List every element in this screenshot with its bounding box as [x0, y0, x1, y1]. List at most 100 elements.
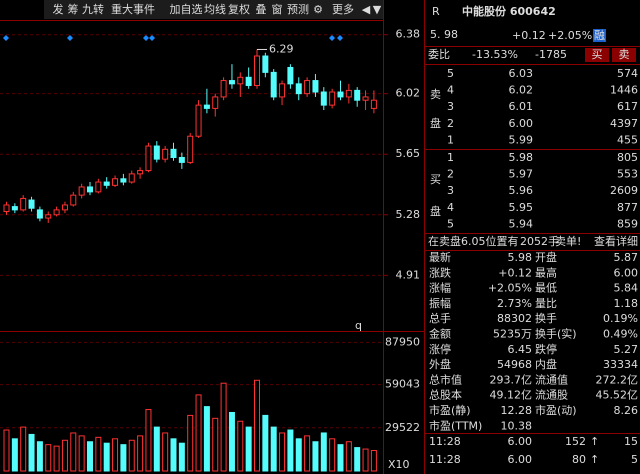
stat-label: 最高: [535, 265, 557, 279]
stat-label: 换手(实): [535, 327, 577, 341]
book-level: 4: [447, 84, 454, 97]
volume-bar: [103, 442, 110, 472]
candle-body: [170, 148, 177, 158]
book-side: 卖: [430, 88, 441, 101]
candle-body: [262, 55, 269, 73]
volume-bar: [370, 450, 377, 472]
weibi-label: 委比: [428, 48, 450, 61]
volume-bar: [212, 417, 219, 472]
stat-label: 换手: [535, 311, 557, 325]
candle-body: [87, 186, 93, 193]
stat-label: 外盘: [429, 357, 451, 371]
dropdown-icon[interactable]: ▼: [373, 3, 382, 16]
stat-label: 市盈(动): [535, 403, 577, 417]
candle-body: [337, 91, 344, 98]
stat-value: 6.00: [614, 266, 639, 279]
toolbar-button[interactable]: 复权: [228, 2, 250, 16]
stat-value: +0.12: [498, 266, 532, 279]
volume-bar: [45, 444, 52, 472]
volume-bar: [87, 441, 93, 472]
candle-body: [61, 204, 68, 211]
candle-body: [145, 145, 152, 172]
book-price: 5.98: [509, 151, 534, 164]
book-volume: 4397: [610, 117, 638, 130]
candle-body: [153, 145, 160, 160]
toolbar-button[interactable]: 更多: [332, 2, 354, 16]
stat-label: 市盈(TTM): [429, 418, 482, 432]
stat-label: 最低: [535, 282, 557, 295]
event-marker[interactable]: [329, 35, 335, 41]
toolbar-button[interactable]: 加自选: [170, 3, 203, 16]
volume-bar: [70, 432, 77, 472]
volume-bar: [354, 447, 361, 472]
book-level: 1: [447, 151, 454, 164]
candle-body: [120, 178, 127, 183]
buy-button[interactable]: 买: [592, 48, 603, 61]
sell-button-box[interactable]: [612, 48, 636, 62]
toolbar-button[interactable]: 叠: [256, 3, 267, 16]
prev-icon[interactable]: ◀: [362, 3, 371, 16]
candle-body: [362, 96, 369, 101]
book-price: 6.03: [509, 67, 534, 80]
candle-body: [279, 83, 286, 98]
event-marker[interactable]: [67, 35, 73, 41]
event-marker[interactable]: [143, 35, 149, 41]
stat-label: 量比: [535, 297, 557, 310]
toolbar-button[interactable]: 发: [53, 2, 64, 16]
stat-label: 内盘: [535, 357, 557, 371]
sell-button[interactable]: 卖: [619, 48, 630, 61]
stat-value: 33334: [603, 358, 638, 371]
badge: 融: [594, 29, 605, 42]
event-marker[interactable]: [3, 35, 9, 41]
trade-arrow: ↑: [590, 453, 599, 466]
toolbar-button[interactable]: 九转: [82, 2, 104, 16]
toolbar-button[interactable]: 均线: [204, 2, 226, 16]
trade-count: 15: [624, 435, 638, 448]
book-level: 3: [447, 184, 454, 197]
book-volume: 805: [617, 151, 638, 164]
toolbar-button[interactable]: 重大事件: [111, 2, 155, 16]
book-volume: 553: [617, 168, 638, 181]
candle-body: [370, 99, 377, 109]
toolbar-button[interactable]: 窗: [272, 2, 283, 16]
stat-label: 涨幅: [429, 282, 451, 295]
max-label: 6.29: [269, 42, 294, 55]
y-tick-label: 5.28: [396, 208, 421, 221]
candle-body: [220, 80, 227, 98]
candle-body: [254, 55, 260, 86]
volume-bar: [254, 379, 260, 472]
book-level: 5: [447, 67, 454, 80]
stat-label: 总市值: [429, 372, 462, 386]
toolbar-button[interactable]: 预测: [287, 3, 309, 16]
detail-link[interactable]: 查看详细: [594, 234, 638, 248]
volume-bar: [162, 432, 169, 472]
volume-bar: [95, 436, 102, 472]
y-tick-label: 4.91: [396, 268, 421, 281]
book-volume: 2609: [610, 184, 638, 197]
volume-bar: [61, 439, 68, 472]
volume-bar: [312, 441, 319, 472]
stat-value: 6.45: [508, 343, 533, 356]
candle-body: [28, 199, 35, 209]
toolbar-button[interactable]: 筹: [68, 2, 79, 16]
book-side: 盘: [430, 204, 441, 218]
candle-body: [178, 156, 185, 163]
candle-body: [287, 66, 294, 85]
volume-bar: [262, 414, 269, 472]
book-volume: 574: [617, 67, 638, 80]
change-pct: +2.05%: [548, 29, 592, 42]
buy-button-box[interactable]: [585, 48, 609, 62]
book-price: 6.02: [509, 84, 534, 97]
volume-bar: [20, 426, 27, 472]
stat-value: 2.73%: [497, 297, 532, 310]
volume-bar: [337, 444, 344, 472]
stat-label: 涨跌: [429, 265, 451, 279]
stat-label: 金额: [429, 327, 451, 341]
candle-body: [270, 71, 277, 98]
event-marker[interactable]: [337, 35, 343, 41]
candle-body: [195, 104, 202, 137]
event-marker[interactable]: [149, 35, 155, 41]
settings-icon[interactable]: ⚙: [313, 3, 323, 16]
weibi-pct: -13.53%: [472, 48, 518, 61]
